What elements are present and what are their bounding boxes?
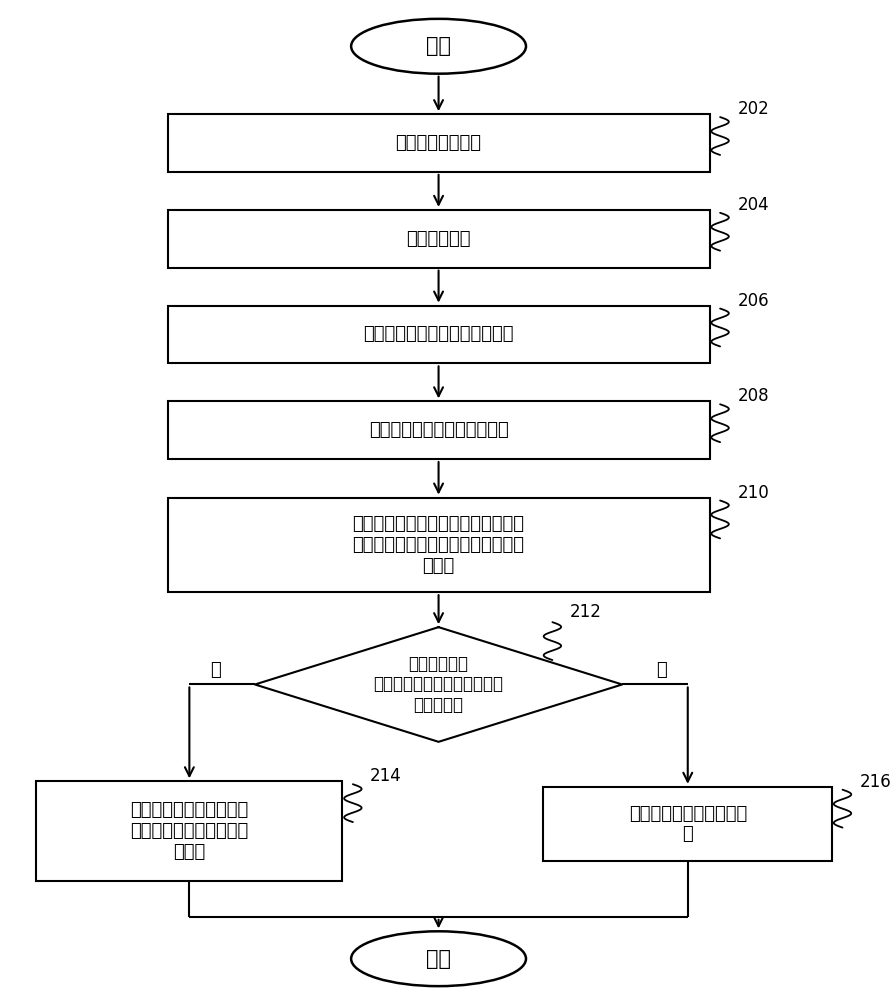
- Text: 结束: 结束: [426, 949, 451, 969]
- Text: 检测当前是否采集到语音信息: 检测当前是否采集到语音信息: [369, 421, 508, 439]
- Text: 206: 206: [738, 292, 769, 310]
- Text: 216: 216: [860, 773, 891, 791]
- Text: 判断当前采集
到的语音信息与存储的语音信
息是否匹配: 判断当前采集 到的语音信息与存储的语音信 息是否匹配: [373, 655, 504, 714]
- FancyBboxPatch shape: [37, 781, 342, 881]
- FancyBboxPatch shape: [168, 114, 710, 172]
- FancyBboxPatch shape: [168, 401, 710, 459]
- Text: 控制终端解锁，并打开与
存储的语音信息关联的应
用程序: 控制终端解锁，并打开与 存储的语音信息关联的应 用程序: [130, 801, 248, 861]
- Text: 打开语音控制功能: 打开语音控制功能: [396, 134, 481, 152]
- Text: 204: 204: [738, 196, 769, 214]
- Text: 提示用户重新发出语音信
息: 提示用户重新发出语音信 息: [629, 805, 747, 843]
- Text: 210: 210: [738, 484, 769, 502]
- Text: 208: 208: [738, 387, 769, 405]
- Text: 否: 否: [656, 661, 667, 679]
- Ellipse shape: [351, 931, 526, 986]
- FancyBboxPatch shape: [168, 210, 710, 268]
- FancyBboxPatch shape: [168, 306, 710, 363]
- Text: 将语音信息与应用程序关联存储: 将语音信息与应用程序关联存储: [363, 325, 513, 343]
- Text: 202: 202: [738, 100, 769, 118]
- FancyBboxPatch shape: [168, 498, 710, 592]
- Text: 开始: 开始: [426, 36, 451, 56]
- Text: 是: 是: [210, 661, 221, 679]
- Text: 录入语音信息: 录入语音信息: [406, 230, 471, 248]
- Text: 212: 212: [570, 603, 602, 621]
- Polygon shape: [255, 627, 622, 742]
- Text: 在当前采集到语音信息时，将当前采
集到的语音信息与存储的语音信息进
行对比: 在当前采集到语音信息时，将当前采 集到的语音信息与存储的语音信息进 行对比: [353, 515, 524, 575]
- FancyBboxPatch shape: [544, 787, 832, 861]
- Ellipse shape: [351, 19, 526, 74]
- Text: 214: 214: [371, 767, 402, 785]
